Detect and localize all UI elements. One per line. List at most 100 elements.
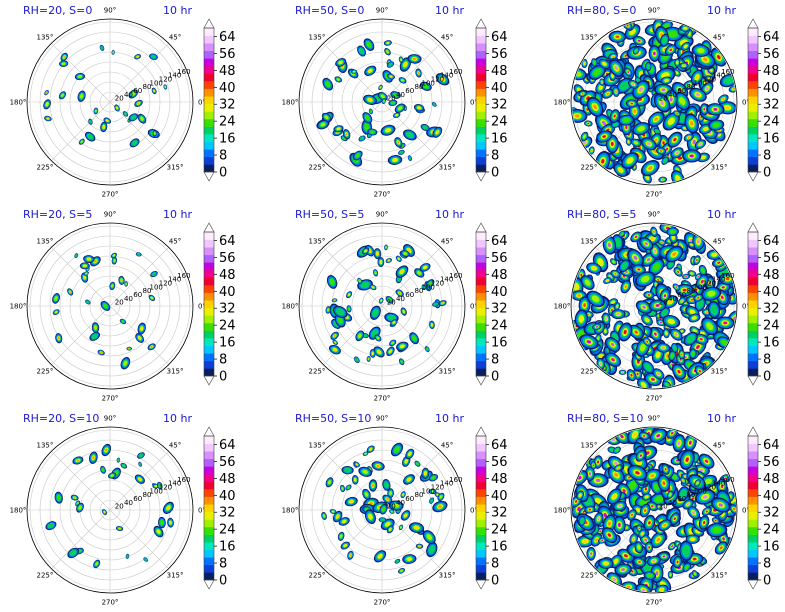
angle-tick-label: 135° <box>309 441 326 449</box>
panel-title: RH=20, S=10 <box>23 412 99 425</box>
colorbar-segment <box>748 285 758 293</box>
rain-cell <box>372 286 374 288</box>
angle-tick-label: 90° <box>104 211 116 219</box>
angle-tick-label: 315° <box>167 572 184 580</box>
rain-cell <box>634 49 638 53</box>
rain-cell <box>626 24 629 27</box>
precip-field <box>316 38 450 167</box>
radius-tick-label: 40 <box>124 91 133 99</box>
colorbar-segment <box>204 292 214 301</box>
rain-cell <box>388 62 393 67</box>
rain-cell <box>150 346 153 348</box>
panel-title: RH=50, S=10 <box>295 412 371 425</box>
radius-tick-label: 140 <box>168 72 181 80</box>
rain-cell <box>85 273 87 275</box>
panel-title: RH=50, S=0 <box>295 4 364 17</box>
rain-cell <box>696 299 704 309</box>
rain-cell <box>667 117 675 126</box>
radius-tick-label: 160 <box>449 272 462 280</box>
colorbar-segment <box>204 338 214 346</box>
angle-tick-label: 225° <box>581 368 598 376</box>
radius-tick-label: 40 <box>124 295 133 303</box>
radius-tick-label: 100 <box>150 79 163 87</box>
rain-cell <box>403 310 405 313</box>
colorbar-tick-label: 48 <box>763 64 780 79</box>
radius-tick-label: 80 <box>414 83 423 91</box>
colorbar-segment <box>476 134 486 142</box>
rain-cell <box>422 265 428 270</box>
colorbar-segment <box>204 436 214 444</box>
radius-tick-label: 100 <box>150 283 163 291</box>
angle-tick-label: 315° <box>439 164 456 172</box>
rain-cell <box>353 71 355 73</box>
angle-tick-label: 270° <box>102 191 119 199</box>
radius-tick-label: 60 <box>133 87 142 95</box>
colorbar-segment <box>748 345 758 354</box>
panel-title: RH=80, S=5 <box>567 208 636 221</box>
colorbar-segment <box>476 360 486 369</box>
rain-cell <box>703 107 706 111</box>
angle-tick-label: 270° <box>374 599 391 607</box>
rain-cell <box>654 138 658 142</box>
colorbar-segment <box>748 232 758 240</box>
colorbar-tick-label: 32 <box>491 302 508 317</box>
rain-cell <box>334 341 336 343</box>
rain-cell <box>654 117 659 121</box>
rain-cell <box>417 270 422 275</box>
colorbar-tick-label: 32 <box>491 98 508 113</box>
rain-cell <box>676 112 678 115</box>
radius-tick-label: 40 <box>668 91 677 99</box>
colorbar-tick-label: 24 <box>219 115 236 130</box>
rain-cell <box>695 75 699 79</box>
colorbar-tick-label: 48 <box>763 268 780 283</box>
rain-cell <box>359 136 365 141</box>
colorbar-segment <box>748 277 758 286</box>
radius-tick-label: 20 <box>387 95 396 103</box>
colorbar-tick-label: 64 <box>219 438 236 453</box>
radius-tick-label: 40 <box>124 499 133 507</box>
colorbar-tick-label: 24 <box>219 523 236 538</box>
rain-cell <box>636 78 641 83</box>
colorbar-tick-label: 56 <box>491 455 508 470</box>
colorbar-segment <box>476 262 486 271</box>
rain-cell <box>47 117 49 120</box>
rain-cell <box>374 271 377 274</box>
rain-cell <box>370 130 375 134</box>
colorbar-segment <box>748 292 758 301</box>
angle-tick-label: 225° <box>309 164 326 172</box>
rain-cell <box>601 158 605 164</box>
radius-tick-label: 160 <box>449 68 462 76</box>
radius-tick-label: 120 <box>159 76 172 84</box>
rain-cell <box>89 119 92 124</box>
colorbar-segment <box>204 443 214 452</box>
rain-cell <box>138 336 141 340</box>
rain-cell <box>337 317 343 324</box>
colorbar-extend-max <box>475 426 487 437</box>
colorbar-segment <box>476 481 486 490</box>
rain-cell <box>45 102 49 107</box>
rain-cell <box>597 258 604 267</box>
rain-cell <box>710 68 712 71</box>
precip-field <box>52 252 158 370</box>
colorbar-tick-label: 8 <box>763 149 771 164</box>
rain-cell <box>379 260 383 265</box>
colorbar-segment <box>476 65 486 74</box>
radius-tick-label: 60 <box>133 291 142 299</box>
rain-cell <box>598 84 604 91</box>
colorbar-segment <box>476 443 486 452</box>
colorbar-extend-min <box>475 579 487 590</box>
rain-cell <box>46 92 48 94</box>
polar-panel: 0°45°90°135°180°225°270°315°20 40 60 801001… <box>554 208 780 403</box>
rain-cell <box>380 94 385 99</box>
rain-cell <box>668 30 678 38</box>
colorbar-segment <box>748 307 758 316</box>
colorbar-segment <box>204 315 214 324</box>
angle-tick-label: 315° <box>711 164 728 172</box>
radius-tick-label: 80 <box>686 83 695 91</box>
rain-cell <box>426 347 429 351</box>
rain-cell <box>653 51 656 56</box>
rain-cell <box>392 321 396 324</box>
rain-cell <box>380 299 383 302</box>
rain-cell <box>612 55 615 58</box>
